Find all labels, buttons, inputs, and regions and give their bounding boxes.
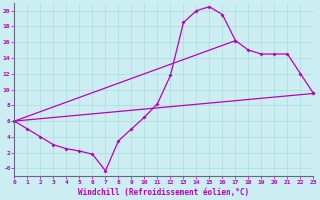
X-axis label: Windchill (Refroidissement éolien,°C): Windchill (Refroidissement éolien,°C) <box>78 188 250 197</box>
